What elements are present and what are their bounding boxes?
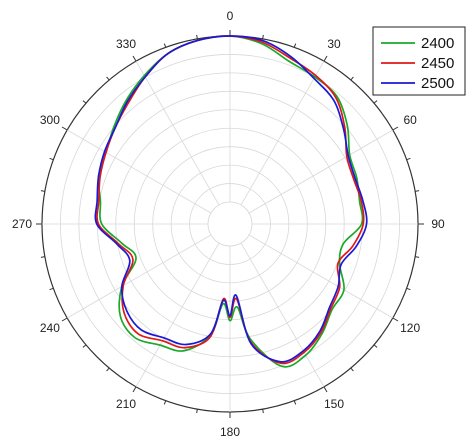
angle-tick-mark [406,157,411,161]
angle-tick-mark [262,34,264,39]
grid-spoke [248,129,394,214]
angle-tick-label: 0 [227,9,234,23]
legend-label: 2450 [421,55,454,72]
series-line-2500 [94,35,368,363]
legend-label: 2500 [421,75,454,92]
angle-tick-label: 330 [116,37,136,51]
angle-tick-mark [262,409,264,414]
angle-tick-mark [106,367,110,372]
angle-tick-mark [293,43,297,48]
angle-tick-mark [82,100,87,104]
inner-ring [207,201,253,247]
angle-tick-mark [49,287,54,291]
angle-tick-mark [415,190,420,192]
angle-tick-mark [40,190,45,192]
angle-tick-mark [163,43,167,48]
angle-tick-mark [392,317,399,322]
angle-tick-mark [61,317,68,322]
angle-tick-mark [196,409,198,414]
angle-tick-mark [373,344,378,348]
angle-tick-mark [373,100,378,104]
angle-tick-mark [415,256,420,258]
series-line-2450 [96,35,365,365]
angle-tick-label: 240 [40,321,60,335]
legend: 2400 2450 2500 [372,26,466,96]
angle-tick-mark [293,400,297,405]
angle-tick-label: 150 [324,397,344,411]
grid-spoke [240,60,325,206]
series-lines [94,35,368,368]
angle-tick-label: 210 [116,397,136,411]
angle-tick-mark [132,55,137,62]
angle-tick-mark [323,55,328,62]
grid-spoke [135,242,220,388]
angle-tick-mark [132,386,137,393]
legend-label: 2400 [421,35,454,52]
angle-tick-mark [196,34,198,39]
angle-tick-label: 90 [431,217,445,231]
angle-tick-mark [323,386,328,393]
angle-tick-label: 120 [400,321,420,335]
grid-spoke [135,60,220,206]
angle-tick-mark [106,76,110,81]
angle-tick-labels: 0 30 60 90 120 150 180 210 240 270 300 330 [12,9,445,438]
angle-tick-mark [61,126,68,131]
grid-spoke [248,234,394,319]
angle-tick-mark [392,126,399,131]
angle-tick-mark [350,367,354,372]
grid-spoke [66,129,212,214]
angle-tick-mark [49,157,54,161]
grid-spoke [240,242,325,388]
angle-tick-label: 300 [40,113,60,127]
grid-spoke [66,234,212,319]
angle-tick-mark [406,287,411,291]
angle-tick-label: 270 [12,217,32,231]
angle-tick-label: 180 [220,425,240,438]
angle-tick-label: 60 [403,113,417,127]
angle-tick-mark [82,344,87,348]
angle-tick-mark [40,256,45,258]
angle-tick-mark [163,400,167,405]
angle-tick-label: 30 [327,37,341,51]
angle-tick-mark [350,76,354,81]
